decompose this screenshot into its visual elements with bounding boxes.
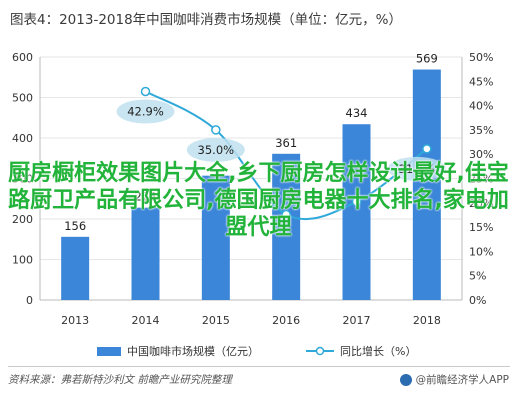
growth-marker xyxy=(140,86,151,97)
y-right-tick-label: 45% xyxy=(469,75,493,88)
bar-value-label: 434 xyxy=(346,106,368,120)
legend: 中国咖啡市场规模（亿元） 同比增长（%） xyxy=(0,343,517,359)
y-right-tick-label: 30% xyxy=(469,148,493,161)
growth-marker xyxy=(211,125,221,135)
brand-logo-icon xyxy=(399,373,412,386)
combo-chart: 0 100 200 300 400 500 600 0% 5% 10% 15% 20% 25% 30% 35… xyxy=(12,51,493,327)
bar xyxy=(61,236,90,300)
bar-value-label: 228 xyxy=(135,190,157,204)
brand-label: @前瞻经济学人APP xyxy=(415,374,509,386)
legend-bar-swatch xyxy=(97,346,121,356)
growth-label-bubble xyxy=(116,99,175,124)
growth-marker xyxy=(422,144,432,154)
x-tick-label: 2016 xyxy=(272,314,300,327)
growth-label-bubble xyxy=(387,156,446,181)
y-right-tick-label: 0% xyxy=(469,294,486,307)
growth-value-label: 42.9% xyxy=(127,105,164,119)
x-tick-label: 2015 xyxy=(202,314,230,327)
x-tick-label: 2017 xyxy=(343,314,371,327)
legend-item-growth: 同比增长（%） xyxy=(306,343,416,359)
y-right-tick-label: 25% xyxy=(469,173,493,186)
y-right-tick-label: 20% xyxy=(469,197,493,210)
y-right-tick-label: 40% xyxy=(469,100,493,113)
y-right-tick-label: 15% xyxy=(469,221,493,234)
growth-value-label: 31.1% xyxy=(399,162,436,176)
y-right-tick-label: 35% xyxy=(469,124,493,137)
overlay-text: 厨房橱柜效果图片大全,乡下厨房怎样设计最好,佳宝路厨卫产品有限公司,德国厨房电器… xyxy=(8,161,509,240)
y-left-tick-label: 500 xyxy=(12,92,33,105)
footer-divider xyxy=(8,366,510,367)
legend-label-market-size: 中国咖啡市场规模（亿元） xyxy=(127,345,259,358)
y-left-tick-label: 400 xyxy=(12,132,33,145)
growth-value-label: 35.0% xyxy=(198,143,235,157)
y-left-tick-label: 100 xyxy=(12,254,33,267)
y-left-tick-label: 0 xyxy=(26,294,33,307)
legend-line-swatch xyxy=(306,346,334,356)
bar xyxy=(412,69,441,301)
bar xyxy=(201,175,230,300)
y-right-tick-label: 50% xyxy=(469,51,493,64)
bar-value-label: 569 xyxy=(416,52,438,66)
bar-value-label: 361 xyxy=(275,136,297,150)
x-tick-label: 2014 xyxy=(132,314,160,327)
brand-watermark: @前瞻经济学人APP xyxy=(399,372,509,387)
y-left-tick-label: 300 xyxy=(12,173,33,186)
y-right-tick-label: 5% xyxy=(469,270,486,283)
bar-value-label: 156 xyxy=(64,219,86,233)
growth-marker xyxy=(281,209,291,220)
y-left-tick-label: 600 xyxy=(12,51,33,64)
growth-label-bubble xyxy=(186,137,245,162)
source-note: 资料来源：弗若斯特沙利文 前瞻产业研究院整理 xyxy=(8,374,232,386)
bar xyxy=(131,207,160,300)
growth-marker xyxy=(351,197,362,207)
x-tick-label: 2013 xyxy=(61,314,89,327)
y-left-tick-label: 200 xyxy=(12,213,33,226)
chart-title: 图表4：2013-2018年中国咖啡消费市场规模（单位：亿元，%） xyxy=(10,12,403,28)
y-right-tick-label: 10% xyxy=(469,245,493,258)
bar xyxy=(272,153,301,300)
legend-label-growth: 同比增长（%） xyxy=(340,345,417,358)
x-tick-label: 2018 xyxy=(413,314,441,327)
legend-item-market-size: 中国咖啡市场规模（亿元） xyxy=(97,343,259,359)
bar xyxy=(342,124,371,300)
